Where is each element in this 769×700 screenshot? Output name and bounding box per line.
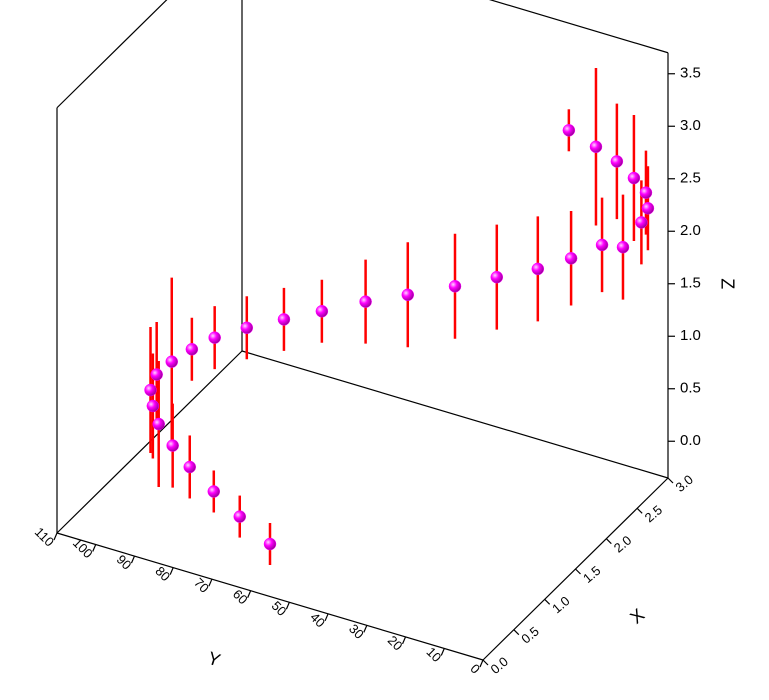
x-tick-label: 3.0 <box>672 472 695 495</box>
z-axis-label: Z <box>717 278 737 289</box>
z-tick-label: 0.0 <box>680 432 701 449</box>
point <box>627 171 641 185</box>
point <box>562 124 576 137</box>
point <box>448 280 462 293</box>
z-tick-label: 3.0 <box>680 117 701 134</box>
point <box>531 262 545 276</box>
z-tick-label: 3.5 <box>680 65 701 82</box>
x-tick-label: 1.5 <box>580 563 603 586</box>
y-tick-label: 110 <box>32 524 57 549</box>
x-tick <box>636 507 643 514</box>
point <box>277 313 291 326</box>
z-tick-label: 1.5 <box>680 275 701 292</box>
z-tick-label: 2.5 <box>680 170 701 187</box>
x-tick <box>575 568 581 575</box>
point <box>144 383 157 397</box>
point <box>185 343 199 356</box>
point <box>595 238 609 252</box>
z-tick-label: 2.0 <box>680 222 701 239</box>
point <box>359 295 372 308</box>
x-tick-label: 1.0 <box>549 593 572 616</box>
point <box>152 417 165 431</box>
point <box>183 460 196 474</box>
point <box>150 368 163 381</box>
point <box>208 331 221 344</box>
y-tick <box>363 625 368 633</box>
y-tick <box>92 544 97 552</box>
x-tick-label: 2.0 <box>611 532 634 555</box>
y-tick <box>440 648 445 656</box>
x-tick <box>667 477 674 484</box>
point <box>610 155 624 168</box>
point <box>165 355 179 368</box>
y-tick <box>285 602 290 610</box>
point <box>233 510 247 523</box>
y-tick <box>324 613 329 622</box>
point <box>564 252 578 265</box>
box-edge <box>56 532 484 661</box>
x-tick-label: 0.5 <box>518 623 541 646</box>
box-edge <box>241 350 669 479</box>
point <box>490 270 504 284</box>
point <box>263 537 277 551</box>
z-tick-label: 0.5 <box>680 380 701 397</box>
point <box>240 321 254 335</box>
x-tick-label: 0.0 <box>487 654 510 677</box>
point <box>207 485 221 498</box>
y-tick-label: 100 <box>70 535 96 561</box>
x-tick <box>544 598 551 605</box>
y-tick <box>169 567 174 575</box>
box-edge <box>488 0 669 54</box>
x-tick <box>513 629 520 636</box>
y-tick <box>247 590 252 598</box>
box-edge <box>56 0 168 109</box>
point <box>146 399 160 413</box>
point <box>641 202 655 215</box>
x-tick-label: 2.5 <box>642 502 665 525</box>
point <box>639 186 653 199</box>
y-tick <box>479 659 484 668</box>
point <box>616 240 630 254</box>
point <box>589 140 603 154</box>
point <box>166 439 179 452</box>
x-tick <box>482 659 489 666</box>
y-tick <box>401 636 407 645</box>
z-tick-label: 1.0 <box>680 327 701 344</box>
y-tick <box>130 555 136 564</box>
y-tick <box>208 578 213 587</box>
y-tick <box>53 532 58 541</box>
x-tick <box>605 538 612 545</box>
point <box>635 216 648 229</box>
y-axis-label: Y <box>205 648 223 671</box>
y-tick-label: 0 <box>467 661 483 677</box>
x-axis-label: X <box>626 605 648 628</box>
point <box>401 288 415 302</box>
point <box>315 304 329 318</box>
